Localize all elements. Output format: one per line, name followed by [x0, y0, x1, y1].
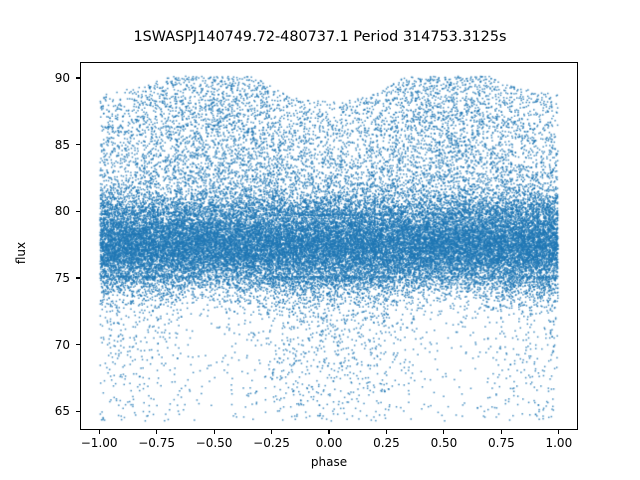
x-tick-label: −0.50	[195, 436, 233, 450]
y-tick-label: 75	[54, 271, 70, 285]
x-tick-mark	[98, 430, 100, 434]
x-tick-mark	[558, 430, 560, 434]
x-axis-label: phase	[310, 455, 348, 469]
x-tick-label: 0.25	[373, 436, 400, 450]
y-tick-label: 85	[54, 137, 70, 152]
y-tick-label: 70	[54, 337, 70, 352]
x-tick-label: 0.00	[315, 436, 343, 450]
x-tick-mark	[156, 430, 158, 434]
y-tick-mark	[76, 77, 80, 79]
x-tick-label: 0.75	[488, 436, 515, 450]
x-tick-mark	[270, 430, 273, 434]
y-tick-mark	[76, 344, 80, 346]
x-tick-label: −0.25	[253, 436, 290, 450]
x-tick-mark	[385, 430, 387, 434]
y-tick-mark	[76, 410, 80, 412]
x-tick-label: −0.75	[138, 436, 175, 450]
x-tick-mark	[500, 430, 502, 434]
x-tick-mark	[213, 430, 215, 434]
x-tick-mark	[443, 430, 445, 434]
y-tick-mark	[76, 144, 80, 146]
plot-axes	[80, 62, 578, 430]
x-tick-mark	[328, 430, 330, 434]
chart-title: 1SWASPJ140749.72-480737.1 Period 314753.…	[133, 29, 507, 45]
x-tick-label: 0.50	[430, 436, 458, 450]
y-tick-label: 65	[54, 404, 70, 419]
y-tick-label: 80	[54, 204, 70, 219]
y-tick-mark	[76, 277, 80, 279]
x-tick-label: 1.00	[545, 436, 573, 450]
y-tick-mark	[76, 210, 80, 212]
scatter-plot-canvas	[81, 63, 577, 429]
x-tick-label: −1.00	[80, 436, 118, 450]
y-tick-label: 90	[54, 71, 70, 85]
y-axis-label: flux	[14, 241, 28, 265]
